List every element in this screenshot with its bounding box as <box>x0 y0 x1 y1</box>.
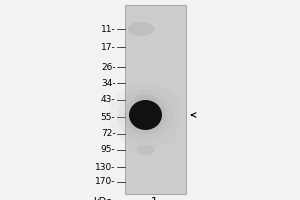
Text: 55-: 55- <box>101 112 116 121</box>
Ellipse shape <box>118 90 174 140</box>
Text: 72-: 72- <box>101 130 116 138</box>
Text: kDa: kDa <box>93 197 112 200</box>
Text: 170-: 170- <box>95 178 116 186</box>
Text: 43-: 43- <box>101 96 116 104</box>
Ellipse shape <box>109 82 182 148</box>
Text: 95-: 95- <box>101 146 116 154</box>
Ellipse shape <box>136 145 154 155</box>
Text: 34-: 34- <box>101 78 116 88</box>
Ellipse shape <box>129 100 162 130</box>
Text: 11-: 11- <box>101 24 116 33</box>
Text: 26-: 26- <box>101 62 116 72</box>
Text: 1: 1 <box>151 197 158 200</box>
Bar <box>124 5 186 194</box>
Ellipse shape <box>128 22 154 36</box>
Text: 17-: 17- <box>101 43 116 51</box>
Ellipse shape <box>124 96 167 134</box>
Ellipse shape <box>135 94 156 106</box>
Text: 130-: 130- <box>95 162 116 171</box>
